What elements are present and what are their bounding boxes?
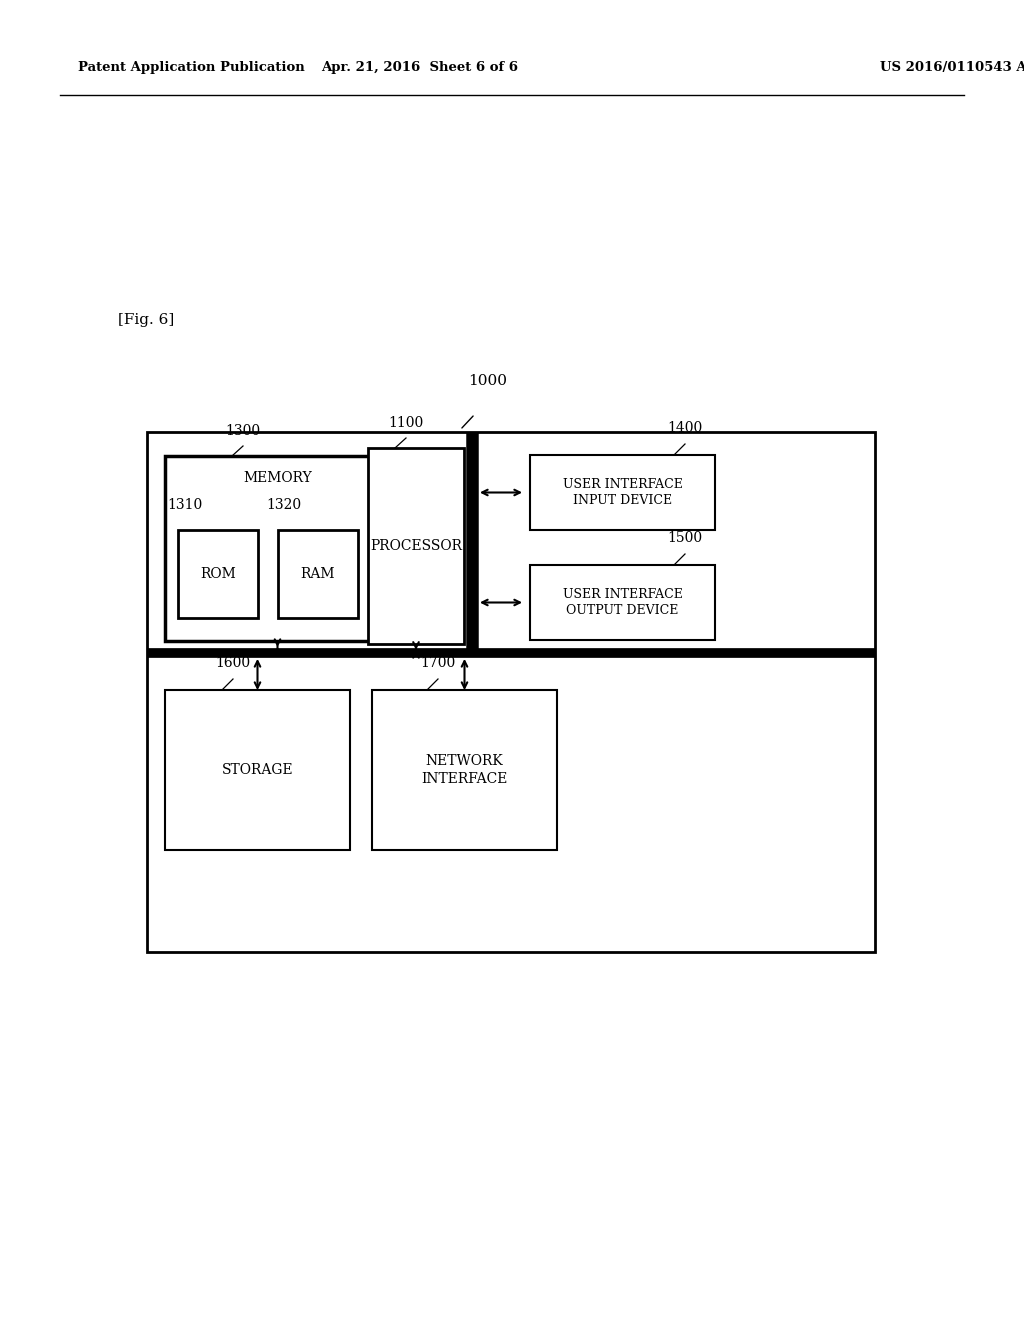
Bar (278, 531, 358, 618)
Text: 1600: 1600 (215, 656, 251, 671)
Bar (368, 447, 464, 644)
Bar (530, 565, 715, 640)
Bar (372, 690, 557, 850)
Text: USER INTERFACE
INPUT DEVICE: USER INTERFACE INPUT DEVICE (562, 478, 682, 507)
Bar (178, 531, 258, 618)
Text: 1100: 1100 (388, 416, 424, 430)
Text: [Fig. 6]: [Fig. 6] (118, 313, 174, 327)
Text: USER INTERFACE
OUTPUT DEVICE: USER INTERFACE OUTPUT DEVICE (562, 587, 682, 618)
Text: 1310: 1310 (167, 498, 203, 512)
Text: 1400: 1400 (668, 421, 702, 436)
Text: Apr. 21, 2016  Sheet 6 of 6: Apr. 21, 2016 Sheet 6 of 6 (322, 62, 518, 74)
Text: Patent Application Publication: Patent Application Publication (78, 62, 305, 74)
Text: 1300: 1300 (225, 424, 260, 438)
Bar (165, 455, 390, 642)
Text: MEMORY: MEMORY (243, 471, 312, 484)
Text: US 2016/0110543 A1: US 2016/0110543 A1 (880, 62, 1024, 74)
Text: 1500: 1500 (668, 531, 702, 545)
Text: 1000: 1000 (469, 374, 508, 388)
Text: NETWORK
INTERFACE: NETWORK INTERFACE (421, 754, 508, 785)
Bar (147, 432, 874, 952)
Text: 1700: 1700 (421, 656, 456, 671)
Text: PROCESSOR: PROCESSOR (370, 539, 462, 553)
Text: STORAGE: STORAGE (221, 763, 293, 777)
Bar (165, 690, 350, 850)
Bar (530, 455, 715, 531)
Text: 1320: 1320 (266, 498, 301, 512)
Text: ROM: ROM (200, 568, 236, 581)
Text: RAM: RAM (301, 568, 335, 581)
